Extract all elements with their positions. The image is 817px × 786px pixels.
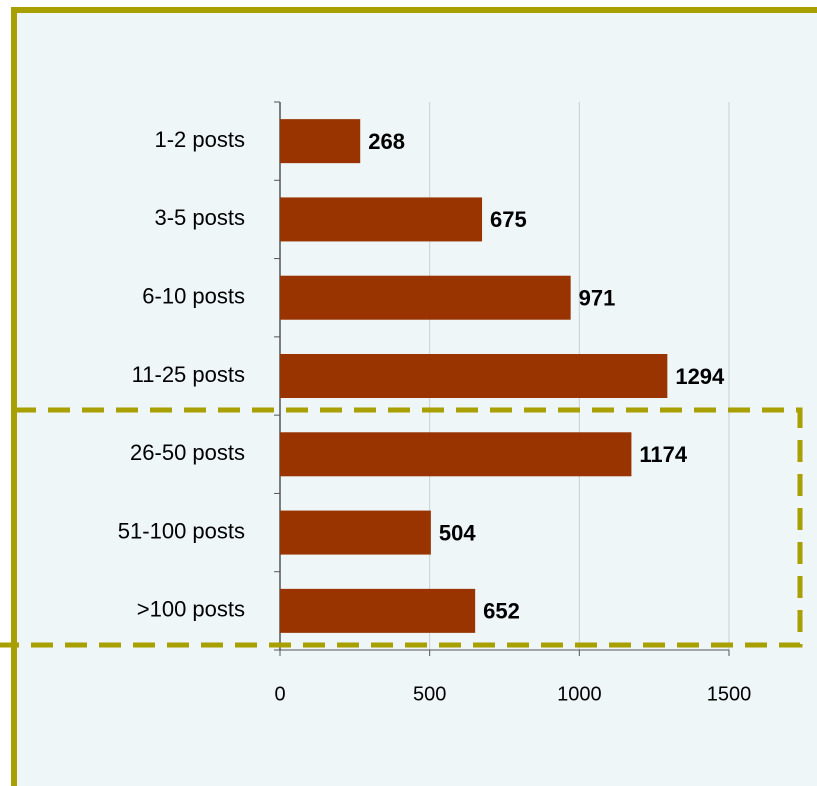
bar bbox=[280, 275, 571, 320]
bar bbox=[280, 354, 668, 398]
data-label: 504 bbox=[439, 520, 476, 545]
bar bbox=[280, 588, 476, 633]
y-tick-label: 26-50 posts bbox=[130, 440, 245, 465]
data-label: 1174 bbox=[639, 442, 687, 467]
bar bbox=[280, 432, 632, 477]
x-tick-label: 0 bbox=[274, 683, 285, 705]
x-tick-label: 500 bbox=[413, 683, 446, 705]
bar bbox=[280, 119, 361, 164]
plot: 0 500 1000 1500 1-2 posts 268 3-5 posts 675 6-10… bbox=[118, 101, 752, 705]
data-label: 675 bbox=[490, 207, 527, 232]
y-tick-label: 11-25 posts bbox=[132, 362, 245, 387]
x-tick-label: 1000 bbox=[557, 683, 602, 705]
y-tick-label: 3-5 posts bbox=[155, 205, 246, 230]
y-tick-label: 51-100 posts bbox=[118, 518, 245, 543]
data-label: 971 bbox=[579, 286, 616, 311]
data-label: 268 bbox=[368, 129, 405, 154]
y-tick-label: >100 posts bbox=[137, 597, 245, 622]
highlight-box bbox=[0, 407, 803, 648]
bar bbox=[280, 197, 483, 242]
bar bbox=[280, 510, 431, 555]
x-tick-label: 1500 bbox=[707, 683, 752, 705]
y-tick-label: 1-2 posts bbox=[155, 127, 246, 152]
y-tick-label: 6-10 posts bbox=[142, 284, 245, 309]
data-label: 652 bbox=[483, 599, 520, 624]
data-label: 1294 bbox=[675, 364, 725, 389]
